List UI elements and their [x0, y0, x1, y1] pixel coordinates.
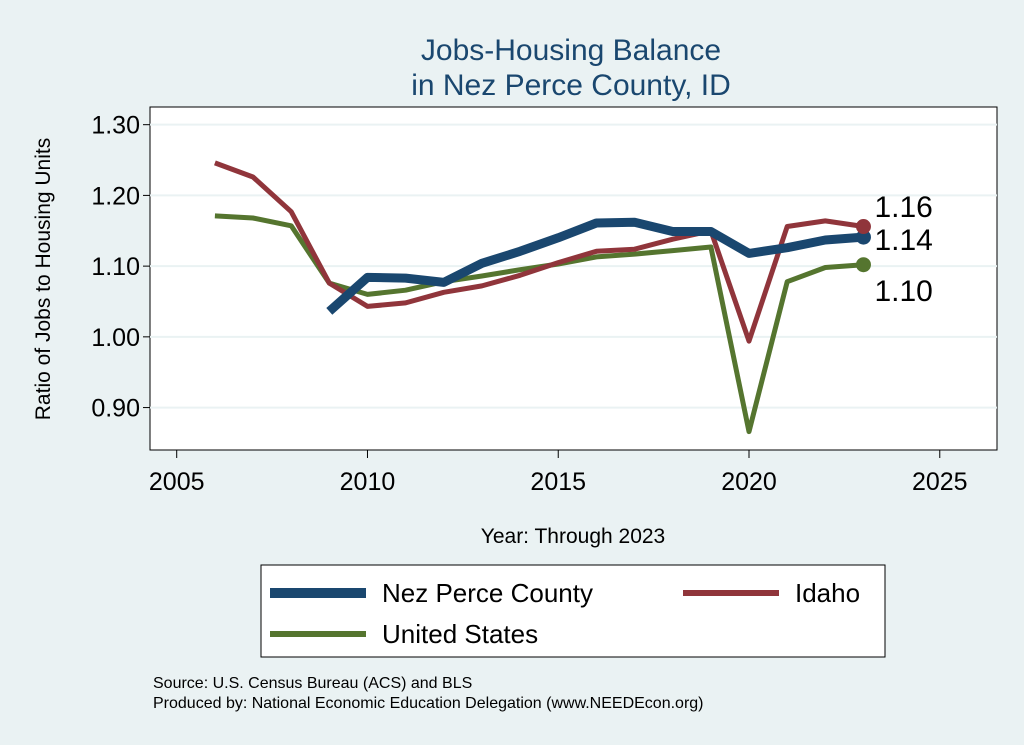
legend-box — [260, 564, 886, 658]
legend-label-2: United States — [382, 619, 538, 649]
end-label-0: 1.14 — [874, 224, 932, 257]
legend: Nez Perce County Idaho United States — [270, 578, 860, 649]
y-tick-label: 1.30 — [91, 112, 140, 140]
y-tick-label: 0.90 — [91, 395, 140, 423]
series-line-0 — [326, 217, 864, 315]
series-line-1 — [214, 160, 864, 344]
end-label-2: 1.10 — [874, 275, 932, 308]
x-tick-label: 2015 — [530, 468, 586, 496]
y-axis-label: Ratio of Jobs to Housing Units — [32, 138, 55, 420]
y-axis: 0.90 1.00 1.10 1.20 1.30 — [91, 112, 150, 423]
y-tick-label: 1.20 — [91, 182, 140, 210]
chart-title-line-1: Jobs-Housing Balance — [421, 34, 721, 67]
plot-area — [149, 106, 998, 451]
x-axis: 2005 2010 2015 2020 2025 — [149, 450, 968, 496]
legend-label-1: Idaho — [795, 578, 860, 608]
series-lines — [214, 160, 864, 435]
end-marker-2 — [855, 257, 871, 273]
producer-note: Produced by: National Economic Education… — [153, 695, 704, 712]
grid-lines — [150, 123, 997, 409]
x-tick-label: 2005 — [149, 468, 205, 496]
end-marker-0 — [855, 229, 871, 245]
end-labels: 1.141.16 1.10 — [874, 191, 932, 308]
x-axis-label: Year: Through 2023 — [481, 525, 666, 548]
end-label-1: 1.16 — [874, 191, 932, 224]
end-marker-1 — [855, 219, 871, 235]
x-tick-label: 2020 — [721, 468, 777, 496]
end-markers — [855, 219, 871, 273]
source-note: Source: U.S. Census Bureau (ACS) and BLS — [153, 675, 472, 692]
y-tick-label: 1.10 — [91, 253, 140, 281]
y-tick-label: 1.00 — [91, 324, 140, 352]
legend-label-0: Nez Perce County — [382, 578, 593, 608]
chart-title-line-2: in Nez Perce County, ID — [411, 69, 731, 102]
x-tick-label: 2010 — [340, 468, 396, 496]
x-tick-label: 2025 — [912, 468, 968, 496]
